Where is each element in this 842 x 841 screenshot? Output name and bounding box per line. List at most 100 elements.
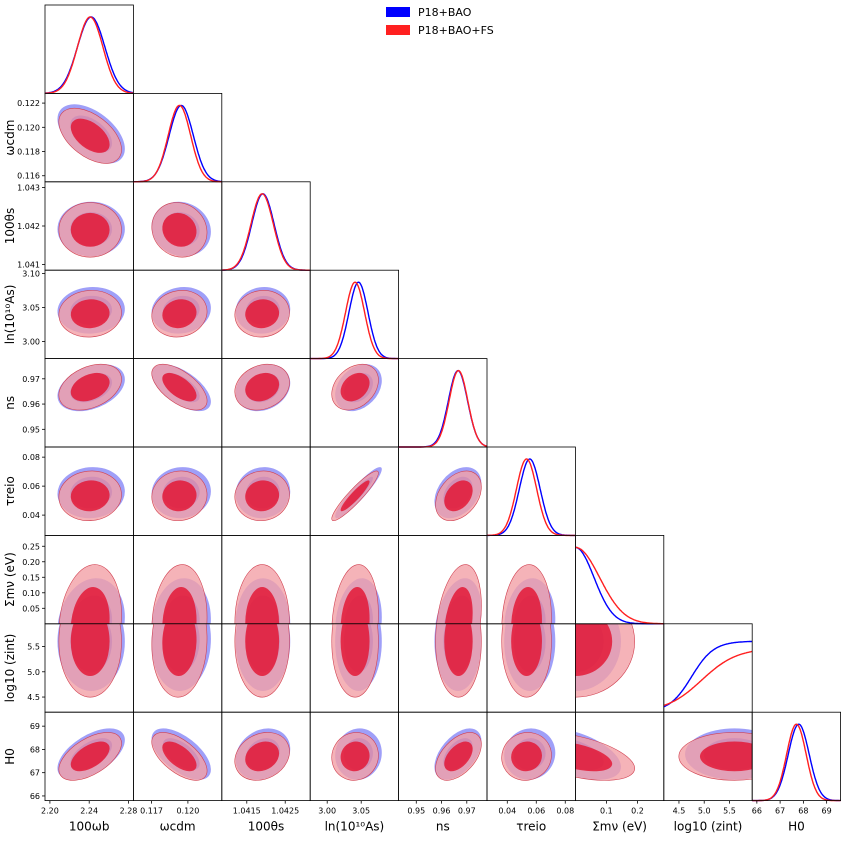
panel-omega_cdm-vs-n_s bbox=[132, 358, 223, 448]
panel-theta_s-vs-H0 bbox=[221, 711, 311, 802]
y-tick-label: 0.04 bbox=[22, 511, 40, 520]
x-tick-label: 0.2 bbox=[631, 807, 644, 816]
y-tick-label: 0.118 bbox=[17, 148, 40, 157]
x-tick-label: 0.95 bbox=[407, 807, 425, 816]
contour-p18-bao-fs-inner bbox=[444, 741, 473, 772]
legend-label-p18-bao-fs: P18+BAO+FS bbox=[418, 24, 494, 37]
y-tick-label: 3.10 bbox=[22, 270, 40, 279]
posterior-omega_b bbox=[44, 4, 134, 94]
y-axis-label-tau_reio: τreio bbox=[3, 476, 17, 506]
contour-p18-bao-fs-inner bbox=[245, 480, 280, 512]
panel-ln10As-vs-n_s bbox=[309, 358, 400, 448]
curve-p18-bao-fs bbox=[575, 546, 664, 625]
contour-p18-bao-fs-inner bbox=[511, 741, 542, 772]
x-tick-label: 5.5 bbox=[723, 807, 736, 816]
curve-p18-bao-fs bbox=[44, 16, 134, 94]
panel-omega_b-vs-theta_s bbox=[44, 181, 134, 271]
curve-p18-bao bbox=[752, 723, 841, 802]
y-tick-label: 3.05 bbox=[22, 304, 40, 313]
x-axis-label-Sigma_mnu: Σmν (eV) bbox=[592, 820, 647, 834]
panel-n_s-vs-tau_reio bbox=[398, 446, 488, 536]
y-axis-label-H0: H0 bbox=[3, 748, 17, 765]
posterior-n_s bbox=[398, 358, 488, 448]
x-tick-label: 0.117 bbox=[140, 807, 163, 816]
x-tick-label: 0.08 bbox=[556, 807, 574, 816]
panel-frame bbox=[663, 623, 753, 713]
x-tick-label: 0.97 bbox=[458, 807, 476, 816]
posterior-H0 bbox=[751, 711, 842, 802]
curve-p18-bao bbox=[663, 640, 753, 708]
x-axis-label-log10_zint: log10 (zint) bbox=[674, 820, 743, 834]
posterior-theta_s bbox=[221, 181, 311, 271]
y-tick-label: 0.95 bbox=[22, 425, 40, 434]
panel-n_s-vs-log10_zint bbox=[398, 623, 488, 713]
legend: P18+BAO P18+BAO+FS bbox=[386, 6, 494, 37]
contour-p18-bao-fs-inner bbox=[511, 623, 542, 677]
panel-n_s-vs-H0 bbox=[398, 711, 488, 802]
posterior-tau_reio bbox=[486, 446, 576, 537]
contour-p18-bao-fs-inner bbox=[70, 372, 110, 402]
legend-swatch-p18-bao bbox=[386, 7, 410, 17]
curve-p18-bao bbox=[398, 369, 488, 448]
panel-omega_b-vs-omega_cdm bbox=[44, 93, 134, 183]
x-tick-label: 69 bbox=[822, 807, 832, 816]
panel-Sigma_mnu-vs-H0 bbox=[575, 711, 665, 802]
panel-frame bbox=[486, 446, 576, 536]
panel-theta_s-vs-ln10As bbox=[221, 269, 311, 360]
panel-theta_s-vs-n_s bbox=[221, 358, 311, 448]
x-tick-label: 0.96 bbox=[433, 807, 451, 816]
contour-p18-bao-fs-inner bbox=[162, 372, 197, 402]
contour-p18-bao-fs-inner bbox=[340, 372, 370, 402]
panel-theta_s-vs-log10_zint bbox=[221, 623, 311, 713]
y-tick-label: 4.5 bbox=[27, 693, 40, 702]
posterior-Sigma_mnu bbox=[575, 535, 665, 625]
y-tick-label: 5.5 bbox=[27, 643, 40, 652]
y-axis-label-log10_zint: log10 (zint) bbox=[3, 634, 17, 703]
contour-p18-bao-fs-inner bbox=[699, 741, 753, 772]
x-tick-label: 3.00 bbox=[318, 807, 336, 816]
panel-frame bbox=[132, 93, 223, 183]
panel-omega_b-vs-tau_reio bbox=[44, 446, 134, 536]
panel-omega_cdm-vs-theta_s bbox=[132, 181, 223, 271]
x-axis-label-n_s: ns bbox=[436, 820, 450, 834]
panel-omega_cdm-vs-H0 bbox=[132, 711, 223, 802]
contour-p18-bao-fs-inner bbox=[70, 480, 110, 512]
panel-Sigma_mnu-vs-log10_zint bbox=[575, 623, 665, 713]
posterior-ln10As bbox=[309, 269, 400, 360]
x-tick-label: 1.0415 bbox=[233, 807, 261, 816]
y-tick-label: 1.042 bbox=[17, 222, 40, 231]
panel-log10_zint-vs-H0 bbox=[663, 711, 753, 802]
curve-p18-bao bbox=[310, 281, 399, 360]
y-tick-label: 0.122 bbox=[17, 99, 40, 108]
panel-theta_s-vs-tau_reio bbox=[221, 446, 311, 536]
x-axis-label-theta_s: 100θs bbox=[248, 820, 285, 834]
x-axis-label-tau_reio: τreio bbox=[516, 820, 546, 834]
y-tick-label: 0.10 bbox=[22, 589, 40, 598]
x-tick-label: 68 bbox=[798, 807, 808, 816]
contour-p18-bao-fs-inner bbox=[162, 623, 197, 677]
contour-p18-bao-fs-inner bbox=[70, 212, 110, 247]
legend-swatch-p18-bao-fs bbox=[386, 25, 410, 35]
x-tick-label: 3.05 bbox=[352, 807, 370, 816]
panel-frame bbox=[751, 711, 842, 802]
panel-omega_b-vs-H0 bbox=[44, 711, 134, 802]
y-tick-label: 1.043 bbox=[17, 184, 40, 193]
curve-p18-bao-fs bbox=[221, 193, 311, 271]
panel-omega_cdm-vs-ln10As bbox=[132, 269, 223, 360]
x-tick-label: 67 bbox=[775, 807, 785, 816]
y-tick-label: 0.06 bbox=[22, 482, 40, 491]
y-tick-label: 3.00 bbox=[22, 338, 40, 347]
y-tick-label: 0.15 bbox=[22, 573, 40, 582]
contour-p18-bao-fs-inner bbox=[162, 299, 197, 329]
y-axis-label-omega_cdm: ωcdm bbox=[3, 120, 17, 156]
contour-p18-bao-fs-inner bbox=[70, 623, 110, 677]
x-tick-label: 66 bbox=[752, 807, 762, 816]
y-tick-label: 0.08 bbox=[22, 453, 40, 462]
contour-p18-bao-fs-inner bbox=[340, 480, 370, 512]
curve-p18-bao bbox=[45, 16, 134, 94]
curve-p18-bao-fs bbox=[398, 369, 488, 448]
panel-omega_b-vs-log10_zint bbox=[44, 623, 134, 713]
curve-p18-bao bbox=[133, 104, 222, 183]
